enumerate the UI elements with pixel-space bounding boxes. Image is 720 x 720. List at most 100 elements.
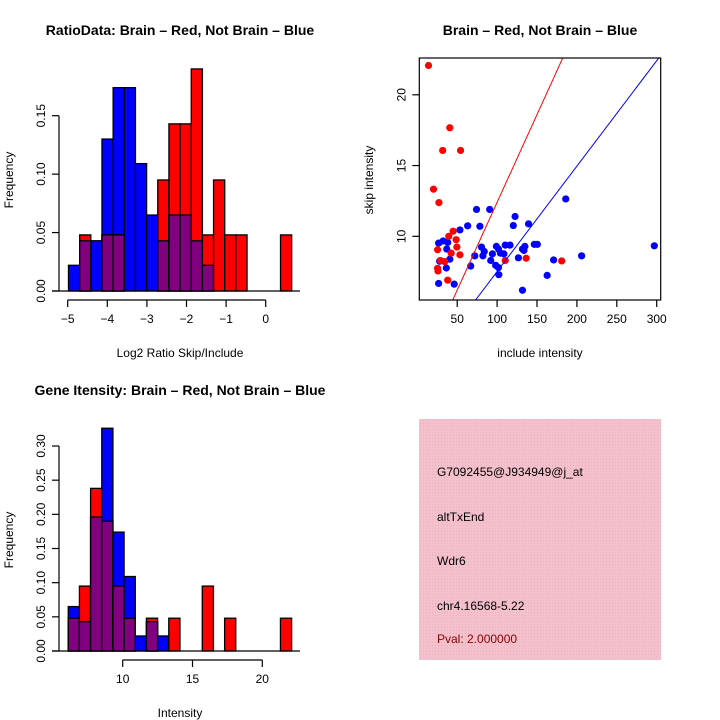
scatter-point-not-brain	[500, 250, 508, 258]
scatter-x-tick-label: 50	[451, 312, 465, 326]
ratio-hist-bar-overlap	[168, 214, 181, 292]
scatter-point-not-brain	[435, 279, 443, 288]
scatter-point-brain	[444, 276, 452, 284]
ratio-hist-x-tick-label: −5	[61, 312, 75, 326]
scatter-x-tick-label: 150	[527, 312, 547, 326]
scatter-point-brain	[456, 251, 464, 259]
intensity-hist-x-tick-label: 15	[186, 672, 200, 686]
scatter-point-brain	[453, 243, 461, 251]
ratio-hist-bar-overlap	[112, 234, 125, 292]
scatter-point-brain	[447, 249, 455, 257]
scatter-x-tick-label: 100	[487, 312, 507, 326]
intensity-hist-bar-overlap	[101, 520, 114, 652]
scatter-point-not-brain	[543, 271, 551, 279]
scatter-point-brain	[433, 246, 442, 254]
intensity-hist-y-tick-label: 0.00	[34, 639, 48, 663]
intensity-hist-ylabel: Frequency	[2, 512, 16, 569]
scatter-point-not-brain	[486, 205, 494, 214]
intensity-hist-y-tick-label: 0.10	[34, 571, 48, 595]
ratio-hist-xlabel: Log2 Ratio Skip/Include	[117, 346, 244, 360]
scatter-point-brain	[441, 258, 449, 266]
ratio-hist-x-tick-label: −4	[100, 312, 114, 326]
intensity-hist-bar-overlap	[89, 516, 103, 652]
ratio-hist-ylabel: Frequency	[2, 152, 16, 209]
scatter-point-not-brain	[494, 263, 503, 272]
probe-id: G7092455@J934949@j_at	[437, 465, 583, 479]
ratio-hist-bar-overlap	[179, 214, 192, 292]
ratio-hist-bar-overlap	[201, 264, 215, 292]
scatter-point-not-brain	[578, 252, 586, 260]
scatter-point-not-brain	[442, 264, 450, 272]
scatter-plot-box	[418, 57, 662, 301]
ratio-hist-bar-not-brain	[67, 264, 81, 292]
ratio-hist-y-tick-label: 0.15	[34, 104, 48, 128]
scatter-point-brain	[558, 257, 566, 265]
scatter-point-brain	[449, 227, 457, 235]
ratio-hist-y-tick-label: 0.10	[34, 162, 48, 186]
scatter-point-brain	[446, 124, 454, 132]
scatter-y-tick-label: 15	[394, 159, 408, 173]
scatter-point-not-brain	[472, 205, 481, 214]
scatter-point-brain	[456, 146, 465, 155]
scatter-point-not-brain	[533, 240, 541, 248]
ratio-hist-bar-brain	[279, 234, 293, 292]
scatter-x-tick-label: 300	[647, 312, 667, 326]
scatter-point-brain	[439, 146, 447, 155]
intensity-hist-y-tick-label: 0.05	[34, 605, 48, 629]
intensity-hist-bar-overlap	[123, 617, 136, 652]
ratio-hist-y-tick-label: 0.05	[34, 221, 48, 245]
ratio-hist-bar-brain	[224, 234, 237, 292]
intensity-hist-bar-brain	[279, 617, 293, 652]
scatter-point-not-brain	[514, 254, 523, 262]
ratio-hist-bar-not-brain	[134, 162, 148, 292]
intensity-hist-x-tick-label: 20	[256, 672, 270, 686]
scatter-title: Brain – Red, Not Brain – Blue	[443, 22, 638, 38]
scatter-y-tick-label: 20	[394, 88, 408, 102]
ratio-hist-bar-not-brain	[145, 214, 159, 292]
info-panel	[419, 419, 661, 660]
scatter-point-brain	[452, 236, 460, 244]
scatter-point-not-brain	[506, 241, 514, 249]
intensity-hist-y-tick-label: 0.15	[34, 537, 48, 561]
scatter-point-not-brain	[479, 252, 487, 260]
ratio-hist-x-tick-label: −1	[219, 312, 233, 326]
intensity-hist-title: Gene Itensity: Brain – Red, Not Brain – …	[35, 382, 326, 398]
scatter-point-brain	[429, 185, 438, 193]
intensity-hist-bar-not-brain	[134, 635, 148, 652]
intensity-hist-y-tick-label: 0.25	[34, 468, 48, 492]
scatter-point-brain	[435, 199, 443, 207]
scatter-point-not-brain	[495, 271, 503, 279]
intensity-hist-xlabel: Intensity	[158, 706, 203, 720]
scatter-point-not-brain	[524, 220, 533, 228]
intensity-hist-bar-brain	[168, 617, 181, 652]
ratio-hist-title: RatioData: Brain – Red, Not Brain – Blue	[46, 22, 315, 38]
scatter-fit-line-not-brain	[474, 58, 660, 300]
ratio-hist-bar-not-brain	[123, 86, 137, 292]
gene-name: Wdr6	[437, 554, 466, 568]
ratio-hist-x-tick-label: 0	[262, 312, 269, 326]
scatter-x-tick-label: 250	[607, 312, 627, 326]
scatter-point-not-brain	[650, 242, 658, 250]
scatter-point-not-brain	[488, 250, 496, 258]
intensity-hist-y-tick-label: 0.30	[34, 434, 48, 458]
intensity-hist-bar-brain	[223, 617, 237, 652]
scatter-fit-line-brain	[452, 58, 564, 300]
scatter-y-tick-label: 10	[394, 229, 408, 243]
pval: Pval: 2.000000	[437, 632, 517, 646]
scatter-point-brain	[445, 232, 453, 240]
intensity-hist-bar-overlap	[112, 585, 125, 652]
scatter-point-not-brain	[450, 280, 458, 288]
intensity-hist-bar-overlap	[67, 617, 81, 652]
intensity-hist-x-tick-label: 10	[116, 672, 130, 686]
ratio-hist-bar-overlap	[157, 240, 170, 292]
ratio-hist-y-tick-label: 0.00	[34, 279, 48, 303]
ratio-hist-bar-brain	[235, 234, 248, 292]
genomic-location: chr4.16568-5.22	[437, 599, 525, 613]
ratio-hist-bar-brain	[212, 179, 226, 292]
scatter-point-not-brain	[464, 222, 472, 230]
scatter-ylabel: skip intensity	[362, 146, 376, 215]
scatter-point-not-brain	[520, 246, 528, 255]
scatter-point-not-brain	[435, 239, 443, 247]
